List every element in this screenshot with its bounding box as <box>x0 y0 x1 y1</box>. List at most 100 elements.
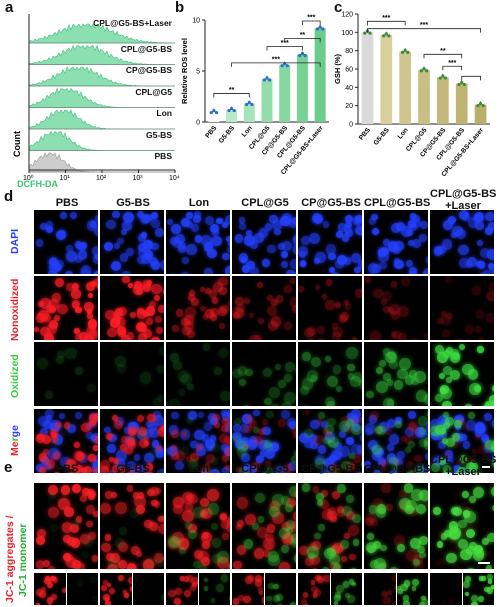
cell-blob <box>316 326 325 335</box>
cell-blob <box>449 369 461 381</box>
cell-blob <box>254 493 265 504</box>
cell-blob <box>158 515 164 523</box>
cell-blob <box>291 217 296 226</box>
cell-blob <box>193 560 201 569</box>
cell-blob <box>275 295 284 303</box>
cell-blob <box>300 236 310 246</box>
cell-blob <box>142 559 155 569</box>
cell-blob <box>46 597 54 604</box>
cell-blob <box>344 214 354 224</box>
cell-blob <box>210 417 219 426</box>
cell-blob <box>337 484 346 494</box>
cell-blob <box>35 603 41 605</box>
cell-blob <box>226 446 230 456</box>
cell-blob <box>263 549 270 557</box>
cell-blob <box>52 452 61 460</box>
data-point <box>232 108 236 113</box>
cell-blob <box>369 517 378 527</box>
cell-blob <box>126 562 137 569</box>
cell-blob <box>150 212 158 220</box>
cell-blob <box>138 323 148 332</box>
cell-blob <box>491 384 494 393</box>
cell-blob <box>213 367 222 376</box>
cell-blob <box>220 574 229 583</box>
cell-blob <box>201 234 213 246</box>
cell-blob <box>378 359 386 367</box>
cell-blob <box>135 504 146 515</box>
cell-blob <box>442 219 454 231</box>
cell-blob <box>284 362 295 373</box>
cell-blob <box>162 286 164 297</box>
data-point <box>250 102 254 107</box>
cell-blob <box>201 531 213 543</box>
cell-blob <box>466 567 476 569</box>
cell-blob <box>459 419 466 425</box>
cell-blob <box>80 550 90 560</box>
cell-blob <box>93 413 98 423</box>
cell-blob <box>344 303 351 311</box>
cell-blob <box>127 469 135 473</box>
cell-blob <box>455 228 467 240</box>
cell-blob <box>487 291 494 301</box>
cell-blob <box>401 276 411 286</box>
cell-blob <box>204 267 214 274</box>
cell-blob <box>401 226 413 238</box>
cell-blob <box>284 284 293 293</box>
jc1-micrograph <box>298 483 362 569</box>
cell-blob <box>321 489 329 497</box>
x-tick-label: Lon <box>241 125 254 139</box>
y-tick-label: 60 <box>345 67 353 74</box>
cell-blob <box>488 221 494 230</box>
cell-blob <box>354 456 362 464</box>
cell-blob <box>201 466 210 473</box>
x-tick-label: 10⁴ <box>169 175 180 182</box>
cell-blob <box>182 492 194 504</box>
cell-blob <box>404 375 414 385</box>
cell-blob <box>291 525 296 533</box>
cell-blob <box>341 505 352 516</box>
cell-blob <box>360 432 362 443</box>
cell-blob <box>292 304 296 313</box>
cell-blob <box>284 470 291 473</box>
cell-blob <box>220 513 227 521</box>
cell-blob <box>169 237 178 246</box>
cell-blob <box>237 447 247 457</box>
cell-blob <box>389 360 398 369</box>
cell-blob <box>138 242 148 253</box>
data-point <box>425 69 429 73</box>
cell-blob <box>53 315 60 322</box>
cell-blob <box>117 363 127 374</box>
cell-blob <box>93 225 98 237</box>
cell-blob <box>485 401 492 406</box>
bar-g5-bs <box>380 35 393 125</box>
column-header: Lon <box>188 197 210 209</box>
cell-blob <box>185 416 194 425</box>
cell-blob <box>226 246 230 254</box>
cell-blob <box>409 370 417 378</box>
cell-blob <box>442 469 451 473</box>
cell-blob <box>262 368 272 378</box>
cell-blob <box>409 507 418 516</box>
cell-blob <box>145 557 156 569</box>
cell-blob <box>337 545 344 553</box>
cell-blob <box>426 421 428 431</box>
cell-blob <box>268 554 281 567</box>
cell-blob <box>80 269 91 274</box>
significance-mark: *** <box>420 22 428 29</box>
cell-blob <box>304 409 311 415</box>
cell-blob <box>74 328 80 334</box>
cell-blob <box>487 579 493 584</box>
cell-blob <box>422 271 428 274</box>
cell-blob <box>471 449 477 455</box>
cell-blob <box>249 438 258 448</box>
cell-blob <box>371 227 379 236</box>
cell-blob <box>86 326 97 337</box>
cell-blob <box>260 450 267 457</box>
cell-blob <box>74 442 81 448</box>
cell-blob <box>88 531 97 540</box>
data-point <box>476 103 480 108</box>
cell-blob <box>343 424 353 434</box>
cell-blob <box>408 220 416 228</box>
cell-blob <box>199 497 210 508</box>
cell-blob <box>464 324 474 335</box>
